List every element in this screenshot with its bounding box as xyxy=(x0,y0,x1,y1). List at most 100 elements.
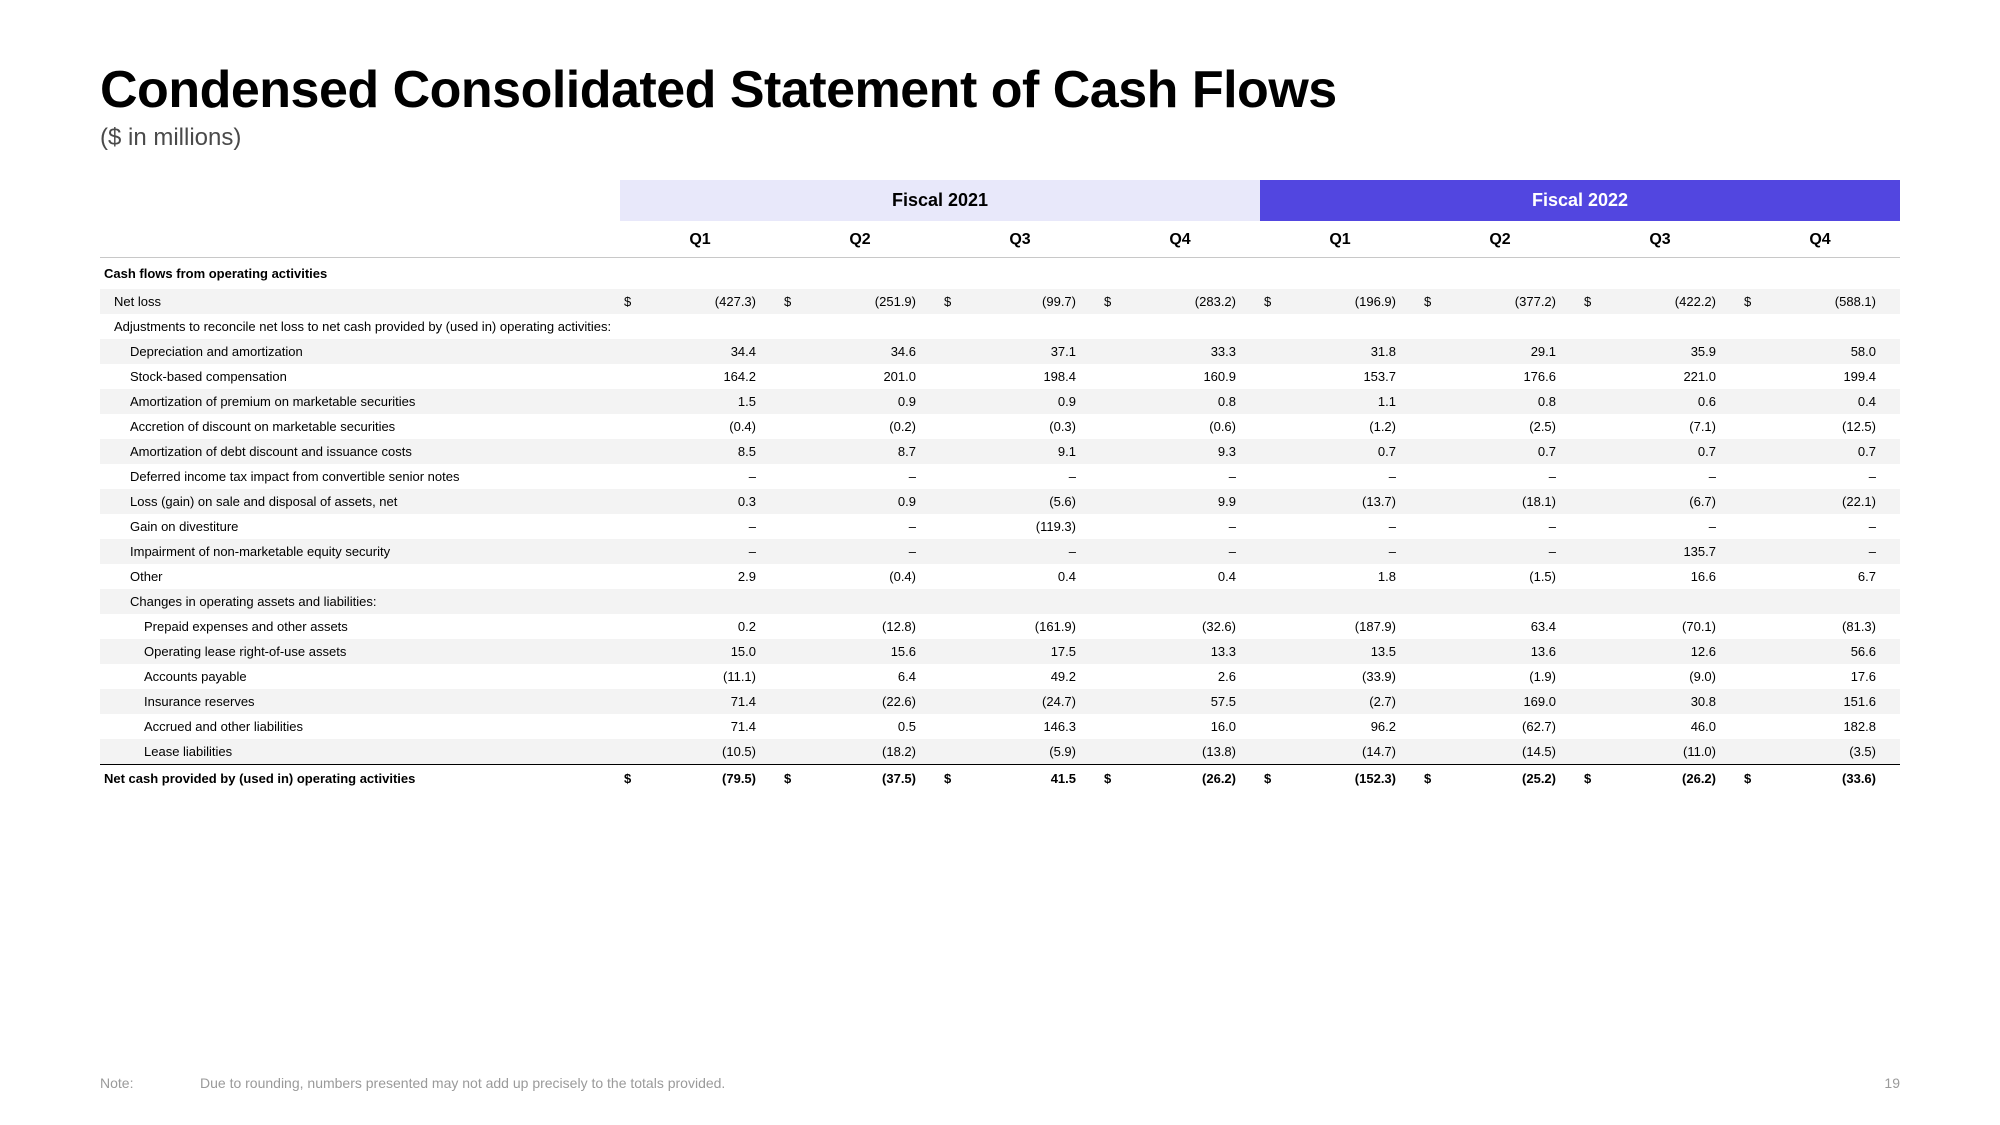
currency-symbol xyxy=(1264,519,1286,534)
cell-value: 15.0 xyxy=(646,644,776,659)
row-label: Deferred income tax impact from converti… xyxy=(100,464,620,489)
cell: (187.9) xyxy=(1260,614,1420,639)
cell-value: 30.8 xyxy=(1606,694,1736,709)
cell: 0.6 xyxy=(1580,389,1740,414)
cell: 96.2 xyxy=(1260,714,1420,739)
currency-symbol xyxy=(1584,494,1606,509)
table-row: Loss (gain) on sale and disposal of asse… xyxy=(100,489,1900,514)
currency-symbol xyxy=(1584,469,1606,484)
cell: (161.9) xyxy=(940,614,1100,639)
currency-symbol xyxy=(1744,469,1766,484)
cell-value: (119.3) xyxy=(966,519,1096,534)
currency-symbol xyxy=(1104,469,1126,484)
cell-value: 8.7 xyxy=(806,444,936,459)
cell: – xyxy=(1260,514,1420,539)
currency-symbol xyxy=(624,669,646,684)
cell: (11.0) xyxy=(1580,739,1740,765)
currency-symbol xyxy=(1104,369,1126,384)
table-row: Depreciation and amortization34.434.637.… xyxy=(100,339,1900,364)
cell: 49.2 xyxy=(940,664,1100,689)
currency-symbol xyxy=(1744,369,1766,384)
cell-value: 2.6 xyxy=(1126,669,1256,684)
cell: – xyxy=(940,539,1100,564)
cell-value: 221.0 xyxy=(1606,369,1736,384)
currency-symbol xyxy=(944,719,966,734)
cell: – xyxy=(780,539,940,564)
currency-symbol xyxy=(1424,344,1446,359)
currency-symbol xyxy=(1264,544,1286,559)
cell-value: (26.2) xyxy=(1126,771,1256,786)
cell: $(377.2) xyxy=(1420,289,1580,314)
cell xyxy=(1260,314,1420,339)
currency-symbol xyxy=(624,394,646,409)
currency-symbol xyxy=(1584,394,1606,409)
cell-value: (187.9) xyxy=(1286,619,1416,634)
cell-value: (11.1) xyxy=(646,669,776,684)
currency-symbol xyxy=(944,469,966,484)
currency-symbol xyxy=(1744,744,1766,759)
cell xyxy=(1740,314,1900,339)
cell-value: 0.4 xyxy=(966,569,1096,584)
cell-value: – xyxy=(1446,544,1576,559)
row-label: Net loss xyxy=(100,289,620,314)
cell-value: 34.6 xyxy=(806,344,936,359)
cell-value: (10.5) xyxy=(646,744,776,759)
cell: 0.9 xyxy=(780,389,940,414)
cell: (12.5) xyxy=(1740,414,1900,439)
cell-value: (1.9) xyxy=(1446,669,1576,684)
currency-symbol xyxy=(1424,469,1446,484)
currency-symbol xyxy=(624,419,646,434)
cell: 146.3 xyxy=(940,714,1100,739)
cell: 0.2 xyxy=(620,614,780,639)
cell-value: – xyxy=(646,544,776,559)
cell xyxy=(1100,258,1260,290)
cell-value: 96.2 xyxy=(1286,719,1416,734)
currency-symbol xyxy=(1264,644,1286,659)
cell-value: 16.6 xyxy=(1606,569,1736,584)
cell-value: – xyxy=(1606,519,1736,534)
cell-value: 13.5 xyxy=(1286,644,1416,659)
cell: $41.5 xyxy=(940,765,1100,792)
cell: 0.4 xyxy=(940,564,1100,589)
currency-symbol xyxy=(784,719,806,734)
cell: $(33.6) xyxy=(1740,765,1900,792)
cell-value: – xyxy=(966,544,1096,559)
cell-value: (0.3) xyxy=(966,419,1096,434)
cell: 13.6 xyxy=(1420,639,1580,664)
currency-symbol: $ xyxy=(1264,294,1286,309)
currency-symbol xyxy=(944,544,966,559)
cell: 164.2 xyxy=(620,364,780,389)
currency-symbol xyxy=(1104,719,1126,734)
currency-symbol xyxy=(1104,644,1126,659)
table-row: Accrued and other liabilities71.40.5146.… xyxy=(100,714,1900,739)
table-row: Amortization of debt discount and issuan… xyxy=(100,439,1900,464)
cell-value: (12.5) xyxy=(1766,419,1896,434)
row-label: Amortization of premium on marketable se… xyxy=(100,389,620,414)
cell: $(251.9) xyxy=(780,289,940,314)
currency-symbol xyxy=(1744,394,1766,409)
cell: 0.9 xyxy=(940,389,1100,414)
table-row: Insurance reserves71.4(22.6)(24.7)57.5(2… xyxy=(100,689,1900,714)
footer-note-text: Due to rounding, numbers presented may n… xyxy=(200,1075,725,1091)
cell-value: (3.5) xyxy=(1766,744,1896,759)
cell: – xyxy=(1580,464,1740,489)
cell-value: (152.3) xyxy=(1286,771,1416,786)
cell: 17.5 xyxy=(940,639,1100,664)
currency-symbol xyxy=(1584,644,1606,659)
cell: 8.5 xyxy=(620,439,780,464)
cell: (7.1) xyxy=(1580,414,1740,439)
row-label: Insurance reserves xyxy=(100,689,620,714)
cell-value: 41.5 xyxy=(966,771,1096,786)
cell: 31.8 xyxy=(1260,339,1420,364)
row-label: Accounts payable xyxy=(100,664,620,689)
cell: 153.7 xyxy=(1260,364,1420,389)
cell-value: 16.0 xyxy=(1126,719,1256,734)
cell-value: 71.4 xyxy=(646,694,776,709)
cell: (14.5) xyxy=(1420,739,1580,765)
cell: 0.7 xyxy=(1740,439,1900,464)
table-row: Adjustments to reconcile net loss to net… xyxy=(100,314,1900,339)
currency-symbol xyxy=(1744,669,1766,684)
cell-value: (2.7) xyxy=(1286,694,1416,709)
cell: (22.1) xyxy=(1740,489,1900,514)
currency-symbol xyxy=(1744,569,1766,584)
